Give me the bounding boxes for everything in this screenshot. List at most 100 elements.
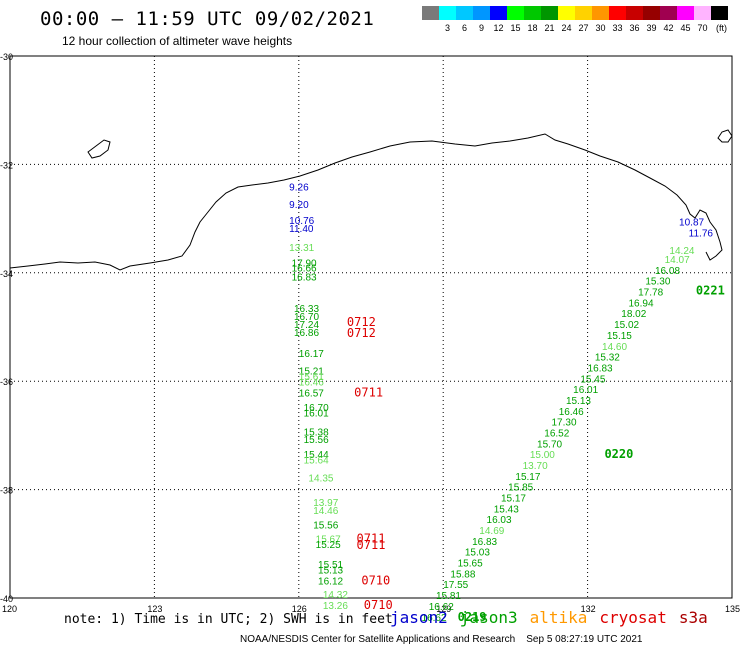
wave-height-label: 16.94 [629, 298, 654, 309]
legend-item: 15 [507, 6, 524, 33]
lat-tick-label: -36 [0, 377, 13, 387]
lat-tick-label: -32 [0, 160, 13, 170]
wave-height-label: 14.32 [323, 590, 348, 601]
wave-height-label: 17.24 [294, 320, 319, 331]
wave-height-label: 16.12 [318, 576, 343, 587]
wave-height-label: 15.81 [436, 591, 461, 602]
legend-swatch [490, 6, 507, 20]
wave-height-label: 13.31 [289, 243, 314, 254]
legend-item: 9 [473, 6, 490, 33]
legend-swatch [694, 6, 711, 20]
legend-label: 45 [680, 23, 691, 33]
wave-height-label: 15.88 [450, 569, 475, 580]
wave-height-label: 15.17 [501, 494, 526, 505]
pass-time-label: 0219 [458, 610, 487, 624]
legend-label: 12 [493, 23, 504, 33]
legend-item: 24 [558, 6, 575, 33]
wave-height-label: 16.70 [294, 312, 319, 323]
lon-tick-label: 132 [581, 604, 596, 614]
pass-time-label: 0711 [357, 532, 386, 546]
wave-height-label: 11.40 [289, 224, 314, 235]
legend-swatch [439, 6, 456, 20]
wave-height-label: 16.62 [422, 613, 447, 624]
footer-credit: NOAA/NESDIS Center for Satellite Applica… [240, 634, 642, 645]
wave-height-label: 16.70 [304, 403, 329, 414]
legend-item: 30 [592, 6, 609, 33]
legend-label: 70 [697, 23, 708, 33]
legend-label: 9 [478, 23, 484, 33]
lon-tick-label: 126 [292, 604, 307, 614]
legend-item: 36 [626, 6, 643, 33]
wave-height-label: 15.13 [318, 566, 343, 577]
legend-swatch [592, 6, 609, 20]
color-legend: 3 6 9 12 15 18 21 24 27 30 33 36 39 42 45 70 [422, 6, 728, 33]
legend-item: 27 [575, 6, 592, 33]
legend-item: 70 [694, 6, 711, 33]
legend-label: 30 [595, 23, 606, 33]
wave-height-observations: 9.269.2010.7611.4013.3117.9016.6616.8316… [289, 182, 713, 623]
wave-height-label: 13.26 [323, 601, 348, 612]
legend-label: 24 [561, 23, 572, 33]
legend-swatch [643, 6, 660, 20]
wave-height-label: 15.64 [304, 456, 329, 467]
pass-time-label: 0712 [347, 326, 376, 340]
satellite-name: s3a [678, 608, 708, 627]
wave-height-label: 15.45 [580, 374, 605, 385]
legend-swatch [609, 6, 626, 20]
legend-item: 33 [609, 6, 626, 33]
wave-height-label: 15.03 [465, 548, 490, 559]
wave-height-label: 15.25 [316, 540, 341, 551]
island-recherche [87, 139, 111, 159]
legend-item: 3 [439, 6, 456, 33]
wave-height-label: 16.83 [588, 363, 613, 374]
wave-height-label: 14.35 [308, 473, 333, 484]
wave-height-label: 15.38 [304, 427, 329, 438]
pass-time-label: 0710 [361, 573, 390, 587]
wave-height-label: 17.78 [638, 288, 663, 299]
wave-height-label: 15.51 [318, 560, 343, 571]
lon-tick-label: 135 [725, 604, 740, 614]
wave-height-label: 15.65 [458, 559, 483, 570]
satellite-legend: jason2 jason3 altika cryosat s3a [390, 608, 708, 627]
wave-height-label: 15.70 [537, 439, 562, 450]
wave-height-label: 16.66 [292, 264, 317, 275]
legend-swatch [558, 6, 575, 20]
wave-height-label: 16.01 [573, 385, 598, 396]
wave-height-label: 15.44 [304, 450, 329, 461]
legend-label: 15 [510, 23, 521, 33]
wave-height-label: 15.32 [595, 353, 620, 364]
lat-tick-label: -30 [0, 52, 13, 62]
wave-height-label: 15.30 [645, 277, 670, 288]
wave-height-label: 16.08 [655, 266, 680, 277]
wave-height-label: 15.00 [530, 450, 555, 461]
wave-height-label: 14.46 [313, 506, 338, 517]
wave-height-label: 10.87 [679, 218, 704, 229]
legend-swatch [677, 6, 694, 20]
satellite-name: cryosat [599, 608, 667, 627]
legend-item: 45 [677, 6, 694, 33]
lon-tick-label: 120 [2, 604, 17, 614]
legend-swatch [575, 6, 592, 20]
legend-swatch [541, 6, 558, 20]
legend-item [711, 6, 728, 33]
legend-swatch [507, 6, 524, 20]
legend-label: 36 [629, 23, 640, 33]
legend-label: 6 [461, 23, 467, 33]
units-note: note: 1) Time is in UTC; 2) SWH is in fe… [64, 612, 393, 627]
wave-height-label: 15.21 [299, 367, 324, 378]
legend-label: 18 [527, 23, 538, 33]
legend-swatch [626, 6, 643, 20]
australia-south-coast [9, 133, 723, 271]
wave-height-label: 14.60 [602, 342, 627, 353]
wave-height-label: 11.76 [689, 228, 714, 239]
coastline [9, 129, 733, 271]
wave-height-label: 16.83 [292, 272, 317, 283]
wave-height-label: 16.86 [294, 328, 319, 339]
legend-item [422, 6, 439, 33]
legend-item: 39 [643, 6, 660, 33]
pass-time-label: 0711 [354, 385, 383, 399]
wave-height-label: 16.52 [544, 428, 569, 439]
legend-item: 42 [660, 6, 677, 33]
